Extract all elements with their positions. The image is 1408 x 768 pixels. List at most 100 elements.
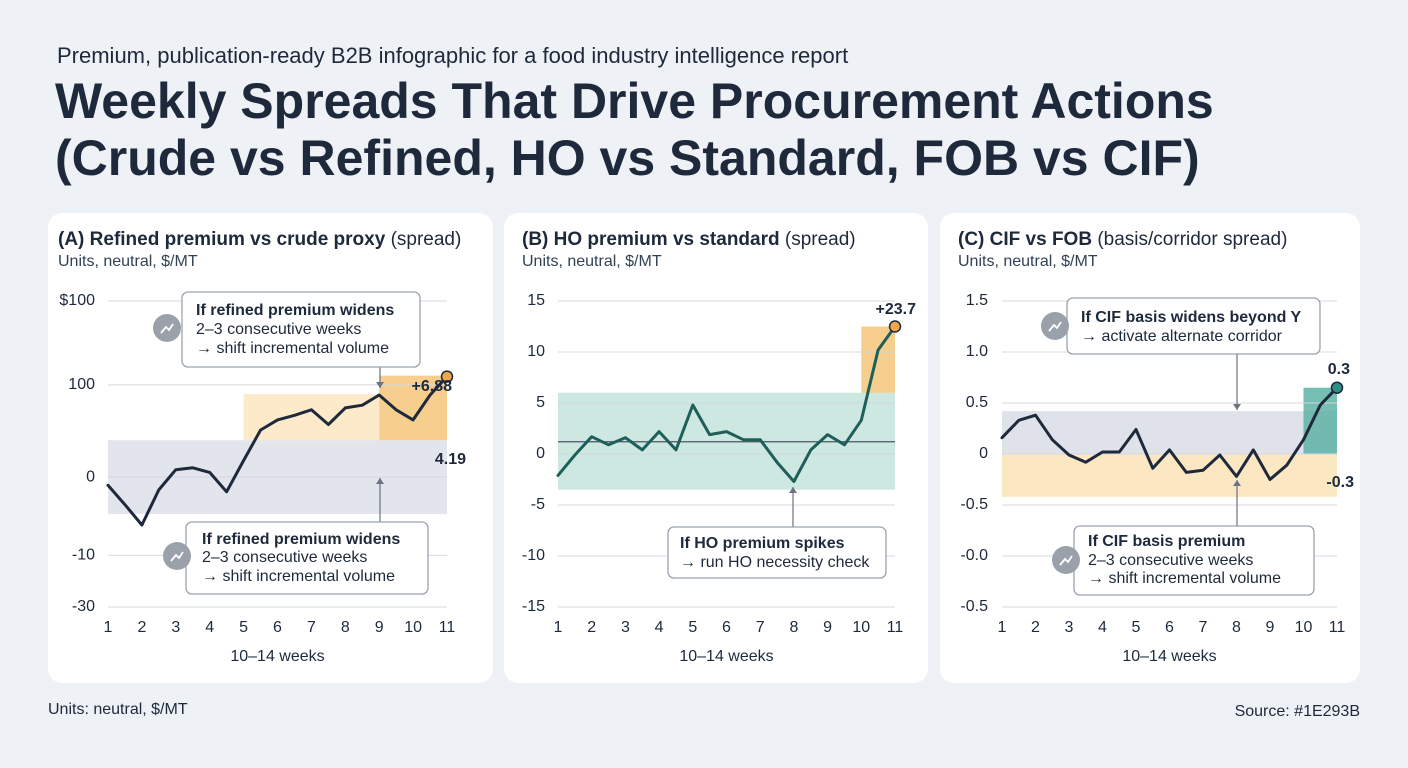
- callout-arrowhead: [376, 382, 384, 388]
- y-tick-label: 1.0: [966, 343, 988, 360]
- x-tick-label: 9: [1266, 619, 1275, 636]
- panel-units: Units, neutral, $/MT: [58, 253, 198, 270]
- x-tick-label: 1: [998, 619, 1007, 636]
- callout-text: 2–3 consecutive weeks: [196, 321, 361, 338]
- callout-arrowhead: [1233, 404, 1241, 410]
- x-tick-label: 9: [375, 619, 384, 636]
- y-tick-label: $100: [59, 292, 95, 309]
- panel-title-suffix: (basis/corridor spread): [1092, 229, 1287, 250]
- panel-title: (C) CIF vs FOB (basis/corridor spread): [958, 229, 1287, 250]
- x-tick-label: 5: [1132, 619, 1141, 636]
- x-tick-label: 3: [621, 619, 630, 636]
- x-tick-label: 10: [852, 619, 870, 636]
- end-marker: [1330, 381, 1344, 394]
- x-tick-label: 1: [104, 619, 113, 636]
- x-tick-label: 2: [587, 619, 596, 636]
- callout-text: If CIF basis widens beyond Y: [1081, 309, 1302, 326]
- x-tick-label: 5: [688, 619, 697, 636]
- callout-text: → activate alternate corridor: [1081, 328, 1283, 345]
- series-line: [106, 375, 449, 527]
- y-tick-label: 10: [527, 343, 545, 360]
- callout-text: If HO premium spikes: [680, 535, 845, 552]
- y-tick-label: 1.5: [966, 292, 988, 309]
- y-tick-label: -0.0: [960, 547, 988, 564]
- band: [379, 375, 447, 441]
- y-tick-label: -0.5: [960, 598, 988, 615]
- y-tick-label: -30: [72, 598, 95, 615]
- x-tick-label: 8: [341, 619, 350, 636]
- y-tick-label: 15: [527, 292, 545, 309]
- y-tick-label: -10: [72, 547, 95, 564]
- band: [1303, 387, 1337, 454]
- panel-title-main: (A) Refined premium vs crude proxy: [58, 229, 386, 250]
- callout-text: → shift incremental volume: [196, 340, 389, 357]
- y-tick-label: -5: [531, 496, 545, 513]
- callout-text: If CIF basis premium: [1088, 533, 1245, 550]
- panel-title-suffix: (spread): [780, 229, 856, 250]
- callout-text: → run HO necessity check: [680, 554, 870, 571]
- x-tick-label: 4: [655, 619, 664, 636]
- band: [1002, 411, 1337, 454]
- subtitle: Premium, publication-ready B2B infograph…: [57, 43, 848, 68]
- annotation: +23.7: [876, 301, 917, 318]
- callout-text: → shift incremental volume: [1088, 570, 1281, 587]
- x-axis-label: 10–14 weeks: [679, 648, 773, 665]
- y-tick-label: 0: [86, 468, 95, 485]
- x-tick-label: 8: [1232, 619, 1241, 636]
- title: Weekly Spreads That Drive Procurement Ac…: [55, 73, 1214, 129]
- callout-icon-glyph: [1048, 321, 1062, 332]
- x-tick-label: 4: [205, 619, 214, 636]
- callout-text: → shift incremental volume: [202, 568, 395, 585]
- x-tick-label: 2: [137, 619, 146, 636]
- x-tick-label: 7: [307, 619, 316, 636]
- x-axis-label: 10–14 weeks: [230, 648, 324, 665]
- band: [861, 326, 895, 393]
- x-tick-label: 7: [1199, 619, 1208, 636]
- y-tick-label: -15: [522, 598, 545, 615]
- y-tick-label: -10: [522, 547, 545, 564]
- panel-title: (B) HO premium vs standard (spread): [522, 229, 856, 250]
- footer-note: Units: neutral, $/MT: [48, 701, 188, 718]
- panel-title-main: (C) CIF vs FOB: [958, 229, 1092, 250]
- callout-text: If refined premium widens: [202, 531, 400, 548]
- end-marker: [888, 320, 902, 333]
- band: [243, 394, 380, 441]
- panel-title: (A) Refined premium vs crude proxy (spre…: [58, 229, 461, 250]
- callout-icon-glyph: [170, 551, 184, 562]
- title: (Crude vs Refined, HO vs Standard, FOB v…: [55, 130, 1200, 186]
- x-axis-label: 10–14 weeks: [1122, 648, 1216, 665]
- callout-text: 2–3 consecutive weeks: [202, 549, 367, 566]
- callout-icon-glyph: [160, 323, 174, 334]
- footer-source: Source: #1E293B: [1235, 703, 1360, 720]
- annotation: +6.88: [412, 378, 453, 395]
- x-tick-label: 10: [1295, 619, 1313, 636]
- callout-icon-glyph: [1059, 555, 1073, 566]
- x-tick-label: 10: [404, 619, 422, 636]
- series-line: [556, 325, 897, 483]
- x-tick-label: 5: [239, 619, 248, 636]
- y-tick-label: 100: [68, 376, 95, 393]
- callout-box: [667, 526, 887, 579]
- annotation: -0.3: [1326, 474, 1354, 491]
- band: [1002, 454, 1337, 497]
- callout-text: If refined premium widens: [196, 302, 394, 319]
- x-tick-label: 6: [273, 619, 282, 636]
- y-tick-label: 0: [536, 445, 545, 462]
- callout-box: [181, 291, 421, 368]
- x-tick-label: 11: [439, 619, 456, 636]
- x-tick-label: 2: [1031, 619, 1040, 636]
- x-tick-label: 6: [1165, 619, 1174, 636]
- x-tick-label: 3: [171, 619, 180, 636]
- annotation: 4.19: [435, 451, 466, 468]
- end-marker: [440, 370, 454, 383]
- panel-title-suffix: (spread): [385, 229, 461, 250]
- callout-text: 2–3 consecutive weeks: [1088, 552, 1253, 569]
- series-line: [1000, 386, 1339, 481]
- y-tick-label: 0: [979, 445, 988, 462]
- callout-arrowhead: [789, 487, 797, 493]
- x-tick-label: 9: [823, 619, 832, 636]
- panel-units: Units, neutral, $/MT: [958, 253, 1098, 270]
- x-tick-label: 11: [887, 619, 904, 636]
- callout-arrowhead: [376, 478, 384, 484]
